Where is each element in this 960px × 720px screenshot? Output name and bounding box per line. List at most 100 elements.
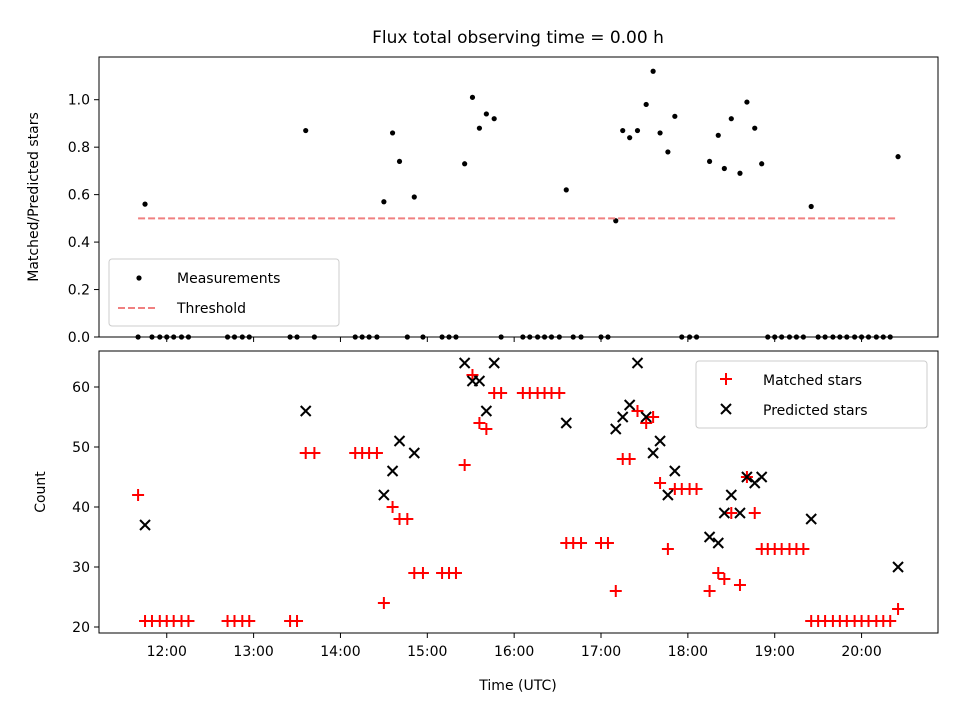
predicted-star-point [488, 357, 500, 369]
bottom-y-ticks: 20 30 40 50 60 [72, 380, 99, 636]
measurement-point [808, 203, 814, 210]
measurement-point [613, 218, 619, 224]
matched-star-point [703, 585, 716, 597]
measurements-legend-marker [136, 275, 142, 281]
chart-title: Flux total observing time = 0.00 h [372, 28, 664, 48]
predicted-star-point [805, 513, 817, 525]
bottom-x-tick-label: 12:00 [147, 644, 187, 660]
matched-star-point [480, 423, 493, 435]
predicted-star-point [654, 435, 666, 447]
measurement-point [672, 113, 678, 119]
predicted-star-point [669, 465, 681, 477]
matched-star-point [647, 411, 660, 423]
top-y-tick-label: 0.6 [68, 188, 90, 204]
bottom-y-tick-label: 30 [72, 560, 90, 576]
predicted-star-point [458, 357, 471, 369]
predicted-star-point [631, 357, 644, 369]
predicted-star-point [610, 423, 622, 435]
measurement-point [634, 127, 641, 134]
predicted-star-point [139, 519, 151, 531]
bottom-y-tick-label: 40 [72, 500, 90, 516]
matched-star-point [370, 447, 383, 459]
matched-star-point [631, 405, 644, 417]
top-panel: 0.0 0.2 0.4 0.6 0.8 1.0 Matched/Predicted sta… [26, 56, 939, 346]
matched-star-point [401, 513, 414, 525]
matched-star-point [458, 459, 471, 471]
predicted-star-point [725, 489, 737, 501]
bottom-y-tick-label: 20 [72, 620, 90, 636]
matched-star-point [473, 417, 486, 429]
matched-star-point [182, 615, 195, 627]
matched-star-point [553, 387, 566, 399]
top-legend: Measurements Threshold [108, 258, 340, 327]
matched-star-point [243, 615, 256, 627]
legend-predicted-label: Predicted stars [763, 403, 868, 419]
matched-star-point [575, 537, 588, 549]
matched-star-point [661, 543, 674, 555]
matched-star-point [291, 615, 304, 627]
measurement-point [476, 125, 483, 131]
bottom-legend: Matched stars Predicted stars [695, 360, 928, 429]
measurement-point [389, 130, 396, 136]
matched-star-point [797, 543, 810, 555]
predicted-star-point [617, 411, 629, 423]
predicted-star-point [300, 405, 312, 417]
measurement-point [721, 165, 727, 172]
top-legend-box [108, 258, 340, 327]
matched-star-point [377, 597, 390, 609]
bottom-axes-frame [98, 350, 939, 634]
measurement-point [396, 158, 403, 165]
measurement-point [752, 125, 758, 131]
predicted-star-point [623, 399, 636, 411]
bottom-y-tick-label: 50 [72, 440, 90, 456]
measurement-point [737, 170, 743, 176]
predicted-star-point [741, 471, 753, 483]
measurement-point [657, 130, 663, 136]
matched-star-point [718, 573, 731, 585]
matched-star-point [892, 603, 905, 615]
matched-legend-marker [720, 373, 732, 385]
legend-threshold-label: Threshold [176, 301, 246, 317]
measurement-point [650, 68, 656, 74]
bottom-x-tick-label: 20:00 [841, 644, 881, 660]
predicted-star-point [408, 447, 420, 459]
x-axis-label: Time (UTC) [478, 678, 556, 694]
bottom-y-axis-label: Count [33, 471, 49, 513]
predicted-star-point [712, 537, 724, 549]
bottom-x-tick-label: 15:00 [407, 644, 447, 660]
bottom-x-tick-label: 13:00 [233, 644, 273, 660]
measurement-point [563, 187, 569, 193]
measurement-point [728, 116, 734, 122]
bottom-y-tick-label: 60 [72, 380, 90, 396]
predicted-star-point [473, 375, 486, 387]
matched-star-point [654, 477, 667, 489]
predicted-legend-marker [720, 403, 732, 415]
matched-star-point [609, 585, 622, 597]
measurement-point [483, 111, 489, 117]
matched-star-point [416, 567, 429, 579]
legend-matched-label: Matched stars [763, 373, 862, 389]
matched-star-point [495, 387, 508, 399]
measurement-point [381, 199, 387, 205]
matched-star-point [690, 483, 703, 495]
top-y-tick-label: 0.0 [68, 330, 90, 346]
top-axes-frame [98, 56, 939, 338]
bottom-x-tick-label: 19:00 [755, 644, 795, 660]
top-y-tick-label: 0.4 [68, 235, 90, 251]
matched-star-point [601, 537, 614, 549]
measurement-point [627, 135, 633, 141]
matched-star-point [449, 567, 462, 579]
measurement-point [715, 132, 721, 138]
matched-star-point [640, 417, 653, 429]
bottom-x-tick-label: 17:00 [581, 644, 621, 660]
predicted-star-point [703, 531, 716, 543]
predicted-star-point [560, 417, 572, 429]
measurement-point [620, 127, 626, 134]
predicted-star-point [734, 507, 746, 519]
predicted-star-point [640, 411, 652, 423]
matched-star-point [466, 369, 479, 381]
predicted-star-point [378, 489, 390, 501]
predicted-star-point [647, 447, 659, 459]
top-marks [135, 68, 901, 340]
